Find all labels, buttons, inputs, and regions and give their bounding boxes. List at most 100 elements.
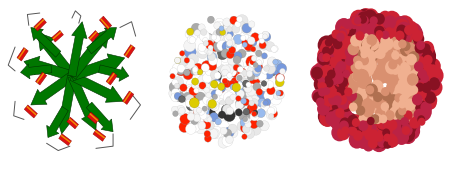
Circle shape — [247, 73, 255, 81]
Circle shape — [349, 127, 357, 136]
Circle shape — [350, 57, 369, 77]
Circle shape — [356, 72, 372, 89]
Circle shape — [356, 9, 373, 27]
Circle shape — [344, 59, 357, 74]
Circle shape — [197, 108, 202, 113]
Circle shape — [183, 70, 193, 80]
Polygon shape — [70, 72, 123, 102]
Circle shape — [372, 23, 385, 38]
Circle shape — [242, 134, 247, 139]
Circle shape — [341, 72, 356, 89]
Polygon shape — [18, 48, 26, 59]
Circle shape — [328, 73, 347, 92]
Circle shape — [388, 60, 397, 70]
Circle shape — [425, 69, 437, 82]
Circle shape — [262, 33, 271, 41]
Circle shape — [267, 57, 277, 66]
Circle shape — [385, 16, 396, 27]
Circle shape — [405, 63, 420, 79]
Circle shape — [386, 135, 398, 147]
Circle shape — [374, 26, 385, 37]
Circle shape — [425, 60, 435, 71]
Circle shape — [226, 51, 234, 59]
Circle shape — [342, 70, 350, 78]
Circle shape — [397, 22, 411, 36]
Circle shape — [257, 91, 267, 102]
Circle shape — [336, 59, 350, 74]
Circle shape — [352, 80, 371, 101]
Circle shape — [198, 112, 211, 124]
Circle shape — [328, 113, 342, 128]
Circle shape — [235, 98, 246, 109]
Circle shape — [207, 52, 217, 62]
Circle shape — [186, 86, 197, 96]
Circle shape — [387, 118, 402, 134]
Circle shape — [327, 46, 338, 57]
Circle shape — [398, 100, 406, 109]
Circle shape — [235, 21, 246, 31]
Circle shape — [210, 71, 221, 83]
Circle shape — [405, 102, 418, 116]
Circle shape — [396, 25, 407, 36]
Circle shape — [222, 78, 228, 84]
Circle shape — [179, 56, 189, 66]
Circle shape — [230, 84, 236, 90]
Circle shape — [370, 98, 384, 114]
Circle shape — [229, 80, 235, 87]
Circle shape — [191, 23, 201, 33]
Circle shape — [210, 128, 220, 138]
Circle shape — [216, 65, 228, 77]
Circle shape — [375, 132, 384, 142]
Circle shape — [248, 68, 260, 80]
Circle shape — [249, 103, 257, 111]
Circle shape — [229, 23, 241, 35]
Circle shape — [324, 44, 334, 55]
Circle shape — [392, 98, 407, 114]
Circle shape — [413, 102, 432, 122]
Circle shape — [349, 93, 363, 108]
Circle shape — [396, 103, 414, 122]
Circle shape — [241, 35, 246, 41]
Circle shape — [218, 137, 229, 148]
Circle shape — [239, 109, 250, 121]
Circle shape — [210, 85, 215, 90]
Circle shape — [425, 78, 442, 97]
Circle shape — [333, 47, 343, 58]
Circle shape — [256, 120, 263, 127]
Circle shape — [367, 28, 385, 47]
Circle shape — [398, 131, 409, 143]
Circle shape — [364, 127, 376, 141]
Circle shape — [187, 113, 195, 121]
Circle shape — [249, 100, 254, 106]
Circle shape — [346, 127, 356, 137]
Circle shape — [427, 68, 439, 81]
Circle shape — [337, 108, 353, 126]
Circle shape — [230, 16, 238, 25]
Circle shape — [178, 62, 189, 74]
Circle shape — [380, 17, 397, 36]
Circle shape — [357, 136, 369, 149]
Polygon shape — [87, 112, 99, 124]
Circle shape — [220, 29, 226, 36]
Circle shape — [401, 64, 411, 74]
Circle shape — [218, 111, 225, 118]
Circle shape — [231, 79, 238, 87]
Circle shape — [360, 45, 370, 55]
Polygon shape — [124, 45, 135, 58]
Circle shape — [337, 86, 346, 96]
Circle shape — [378, 124, 393, 140]
Circle shape — [356, 21, 374, 40]
Circle shape — [222, 69, 229, 76]
Circle shape — [192, 115, 204, 127]
Circle shape — [223, 129, 232, 138]
Circle shape — [238, 66, 249, 78]
Circle shape — [225, 65, 237, 77]
Polygon shape — [58, 134, 72, 146]
Circle shape — [317, 90, 330, 104]
Circle shape — [258, 72, 267, 81]
Circle shape — [382, 128, 390, 137]
Circle shape — [215, 104, 225, 115]
Circle shape — [190, 99, 196, 106]
Circle shape — [387, 24, 405, 44]
Circle shape — [176, 105, 185, 115]
